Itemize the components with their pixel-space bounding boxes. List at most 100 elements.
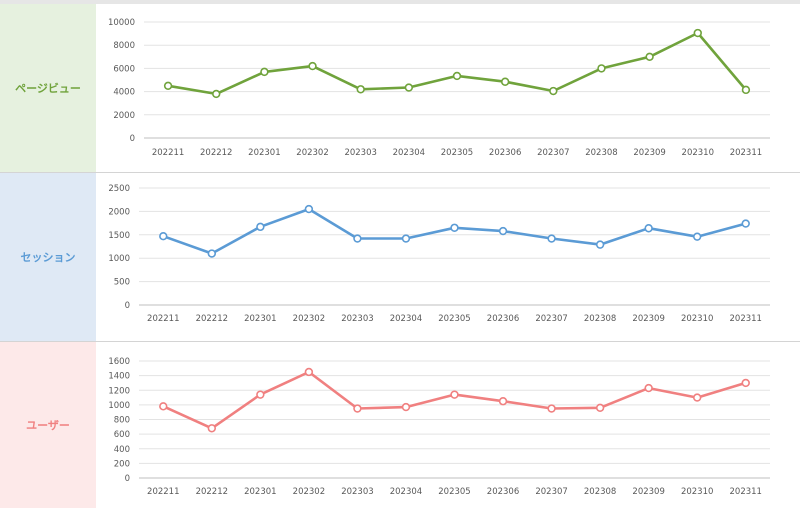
x-tick-label: 202303 bbox=[344, 148, 376, 158]
data-point bbox=[304, 367, 314, 377]
data-point bbox=[498, 397, 508, 406]
x-tick-label: 202310 bbox=[681, 487, 713, 497]
x-tick-label: 202211 bbox=[147, 314, 179, 324]
panel-label-pageviews: ページビュー bbox=[0, 4, 96, 172]
divider bbox=[0, 341, 800, 342]
x-tick-label: 202305 bbox=[438, 314, 470, 324]
panel-users: ユーザー 0 200 400 600 800 1000 1200 1400 1600 202211… bbox=[0, 342, 800, 508]
y-tick-label: 2000 bbox=[113, 111, 135, 121]
y-tick-label: 500 bbox=[114, 278, 130, 288]
x-tick-label: 202211 bbox=[147, 487, 179, 497]
data-point bbox=[260, 67, 269, 77]
x-tick-label: 202301 bbox=[244, 314, 276, 324]
y-tick-label: 600 bbox=[114, 430, 130, 440]
x-tick-label: 202308 bbox=[584, 487, 616, 497]
x-tick-label: 202301 bbox=[244, 487, 276, 497]
data-point bbox=[693, 28, 702, 38]
x-tick-label: 202309 bbox=[633, 148, 665, 158]
x-tick-label: 202304 bbox=[390, 314, 422, 324]
data-point bbox=[498, 226, 508, 236]
x-tick-label: 202308 bbox=[584, 314, 616, 324]
y-tick-label: 1200 bbox=[108, 386, 130, 396]
data-point bbox=[356, 85, 365, 94]
data-point bbox=[212, 89, 221, 99]
data-point bbox=[595, 240, 605, 249]
data-point bbox=[547, 234, 556, 243]
x-tick-label: 202307 bbox=[535, 314, 567, 324]
x-tick-label: 202308 bbox=[585, 148, 617, 158]
x-tick-label: 202304 bbox=[390, 487, 422, 497]
x-tick-label: 202307 bbox=[535, 487, 567, 497]
data-point bbox=[644, 383, 653, 393]
y-tick-label: 6000 bbox=[113, 64, 135, 74]
data-point bbox=[308, 61, 317, 71]
y-tick-label: 4000 bbox=[113, 88, 135, 98]
data-point bbox=[644, 224, 653, 233]
x-tick-label: 202212 bbox=[196, 487, 228, 497]
data-point bbox=[401, 234, 411, 243]
data-point bbox=[207, 424, 217, 433]
y-tick-label: 1000 bbox=[108, 401, 130, 411]
x-tick-label: 202302 bbox=[293, 314, 325, 324]
data-point bbox=[741, 85, 751, 95]
y-tick-label: 1000 bbox=[108, 254, 130, 264]
panel-pageviews: ページビュー 0 2000 4000 6000 8000 10000 202211 20221… bbox=[0, 4, 800, 172]
x-tick-label: 202305 bbox=[438, 487, 470, 497]
x-tick-label: 202310 bbox=[681, 314, 713, 324]
x-tick-label: 202306 bbox=[487, 314, 519, 324]
data-point bbox=[256, 390, 265, 399]
x-tick-label: 202310 bbox=[682, 148, 714, 158]
y-tick-label: 10000 bbox=[108, 18, 135, 28]
data-point bbox=[549, 86, 558, 96]
data-point bbox=[404, 83, 414, 92]
x-tick-label: 202311 bbox=[730, 487, 762, 497]
x-tick-label: 202311 bbox=[730, 148, 762, 158]
x-tick-label: 202211 bbox=[152, 148, 184, 158]
top-strip bbox=[0, 0, 800, 4]
x-tick-label: 202306 bbox=[487, 487, 519, 497]
y-tick-label: 0 bbox=[125, 474, 130, 484]
data-point bbox=[353, 404, 362, 413]
x-tick-label: 202305 bbox=[441, 148, 473, 158]
data-point bbox=[645, 52, 654, 61]
x-tick-label: 202212 bbox=[196, 314, 228, 324]
data-point bbox=[450, 223, 459, 232]
data-point bbox=[159, 402, 168, 411]
x-tick-label: 202303 bbox=[341, 487, 373, 497]
data-point bbox=[597, 64, 606, 73]
data-point bbox=[207, 249, 217, 258]
data-point bbox=[159, 232, 168, 241]
chart-users: 0 200 400 600 800 1000 1200 1400 1600 202211 20221… bbox=[108, 357, 770, 497]
chart-pageviews: 0 2000 4000 6000 8000 10000 202211 202212 202301… bbox=[108, 18, 770, 158]
y-tick-label: 1600 bbox=[108, 357, 130, 367]
data-point bbox=[304, 204, 314, 214]
data-point bbox=[692, 232, 702, 241]
x-tick-label: 202309 bbox=[632, 314, 664, 324]
y-tick-label: 400 bbox=[114, 445, 130, 455]
chart-sessions: 0 500 1000 1500 2000 2500 202211 202212 202301 20… bbox=[108, 184, 770, 324]
data-point bbox=[547, 404, 556, 413]
series-line bbox=[166, 31, 748, 96]
data-point bbox=[452, 71, 462, 81]
x-tick-label: 202212 bbox=[200, 148, 232, 158]
data-point bbox=[450, 390, 459, 399]
y-tick-label: 8000 bbox=[113, 41, 135, 51]
y-tick-label: 2500 bbox=[108, 184, 130, 194]
data-point bbox=[741, 219, 750, 228]
y-tick-label: 200 bbox=[114, 459, 130, 469]
x-tick-label: 202311 bbox=[730, 314, 762, 324]
y-tick-label: 2000 bbox=[108, 207, 130, 217]
panel-label-users: ユーザー bbox=[0, 342, 96, 508]
x-tick-label: 202301 bbox=[248, 148, 280, 158]
data-point bbox=[163, 81, 173, 91]
data-point bbox=[256, 222, 265, 232]
x-tick-label: 202304 bbox=[393, 148, 425, 158]
panel-sessions: セッション 0 500 1000 1500 2000 2500 202211 202212 20… bbox=[0, 173, 800, 341]
data-point bbox=[595, 403, 605, 413]
x-tick-label: 202303 bbox=[341, 314, 373, 324]
x-tick-label: 202309 bbox=[632, 487, 664, 497]
y-tick-label: 800 bbox=[114, 416, 130, 426]
divider bbox=[0, 172, 800, 173]
panel-label-sessions: セッション bbox=[0, 173, 96, 341]
data-point bbox=[741, 378, 750, 388]
